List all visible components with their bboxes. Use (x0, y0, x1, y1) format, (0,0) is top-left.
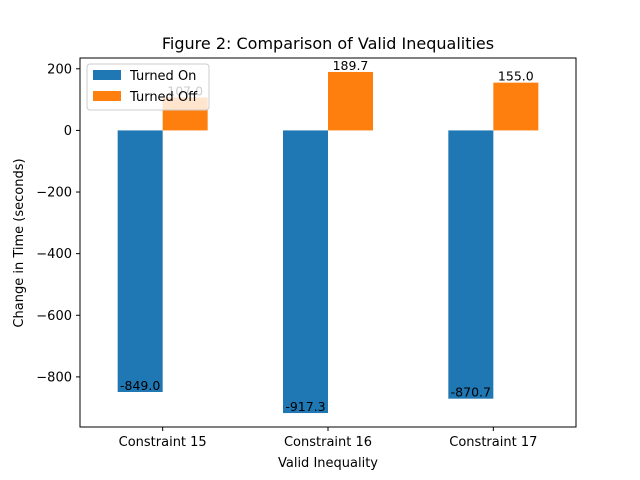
legend: Turned On Turned Off (86, 63, 210, 111)
x-axis: Constraint 15 Constraint 16 Constraint 17 (119, 427, 537, 450)
legend-swatch-turned-on (93, 70, 121, 80)
y-axis: 200 0 −200 −400 −600 −800 (36, 62, 80, 385)
bar-turned-off-constraint-17 (493, 82, 539, 131)
data-label-turned-off-constraint-17: 155.0 (498, 69, 534, 84)
bar-turned-off-constraint-16 (328, 71, 373, 131)
x-tick-label: Constraint 15 (119, 435, 207, 450)
bar-turned-on-constraint-17 (448, 130, 494, 399)
bars-layer (117, 71, 539, 414)
legend-swatch-turned-off (93, 91, 121, 101)
x-tick-label: Constraint 16 (284, 435, 372, 450)
data-label-turned-on-constraint-15: -849.0 (120, 378, 160, 393)
y-tick-label: −200 (36, 186, 72, 201)
y-tick-label: −800 (36, 370, 72, 385)
bar-turned-on-constraint-16 (283, 130, 328, 414)
y-tick-label: 0 (64, 124, 72, 139)
x-axis-title: Valid Inequality (278, 456, 378, 471)
x-tick-label: Constraint 17 (449, 435, 537, 450)
legend-label-turned-off: Turned Off (129, 90, 198, 105)
y-axis-title: Change in Time (seconds) (12, 158, 27, 327)
chart-title: Figure 2: Comparison of Valid Inequaliti… (162, 34, 494, 53)
data-label-turned-off-constraint-16: 189.7 (333, 58, 369, 73)
data-label-turned-on-constraint-16: -917.3 (285, 399, 325, 414)
y-tick-label: 200 (47, 62, 72, 77)
y-tick-label: −400 (36, 247, 72, 262)
legend-label-turned-on: Turned On (129, 69, 196, 84)
bar-turned-on-constraint-15 (117, 130, 163, 392)
data-label-turned-on-constraint-17: -870.7 (451, 385, 491, 400)
y-tick-label: −600 (36, 309, 72, 324)
